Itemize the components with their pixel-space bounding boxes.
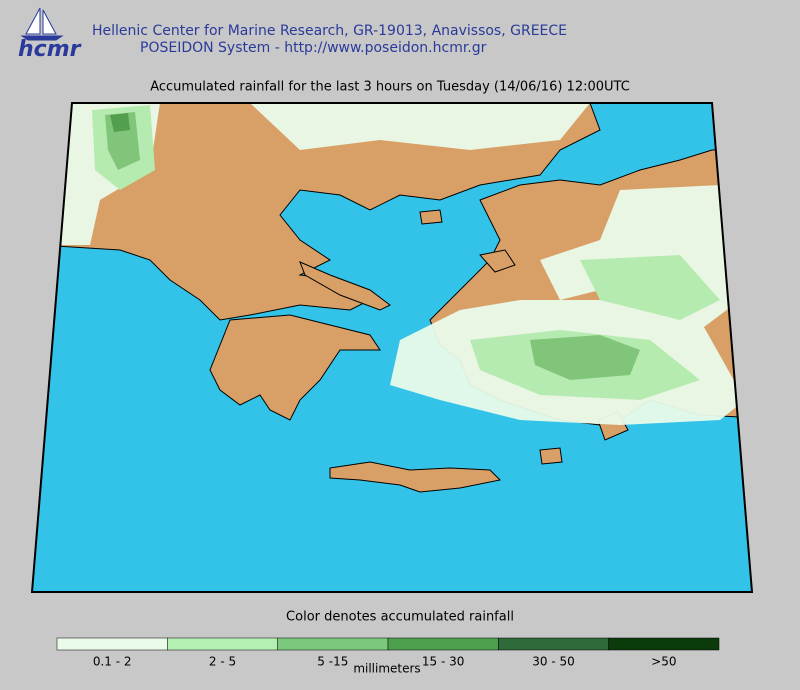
- map: [32, 103, 752, 592]
- land-island: [539, 447, 563, 465]
- land-peloponnese: [209, 314, 381, 421]
- land-mainland: [39, 103, 601, 321]
- map-border: [30, 102, 754, 593]
- logo-icon: [20, 7, 64, 41]
- header-line2: POSEIDON System - http://www.poseidon.hc…: [140, 40, 487, 56]
- logo: hcmr: [18, 37, 82, 62]
- legend-swatch: [167, 637, 278, 651]
- land-lesbos: [479, 249, 516, 273]
- legend-swatch: [387, 637, 499, 651]
- legend-swatch: [498, 637, 609, 651]
- land-crete: [329, 461, 502, 493]
- header-line1: Hellenic Center for Marine Research, GR-…: [92, 23, 567, 39]
- legend-label: 0.1 - 2: [93, 655, 132, 669]
- map-title: Accumulated rainfall for the last 3 hour…: [150, 80, 630, 95]
- rain-area: [580, 255, 720, 320]
- legend-label: 2 - 5: [209, 655, 236, 669]
- legend-label: 5 -15: [317, 655, 348, 669]
- legend-title: Color denotes accumulated rainfall: [286, 610, 514, 625]
- legend-label: >50: [651, 655, 676, 669]
- rain-area: [250, 103, 590, 150]
- land-euboea: [299, 261, 391, 311]
- legend-swatch: [608, 637, 720, 651]
- land-island: [419, 209, 443, 225]
- legend-swatch: [56, 637, 168, 651]
- legend-unit: millimeters: [353, 662, 420, 676]
- legend: 0.1 - 2 2 - 5 5 -15 15 - 30 30 - 50 >50: [56, 637, 720, 669]
- legend-swatch: [277, 637, 389, 651]
- legend-label: 15 - 30: [422, 655, 465, 669]
- rain-area: [110, 113, 130, 132]
- legend-label: 30 - 50: [532, 655, 575, 669]
- rain-area: [530, 335, 640, 380]
